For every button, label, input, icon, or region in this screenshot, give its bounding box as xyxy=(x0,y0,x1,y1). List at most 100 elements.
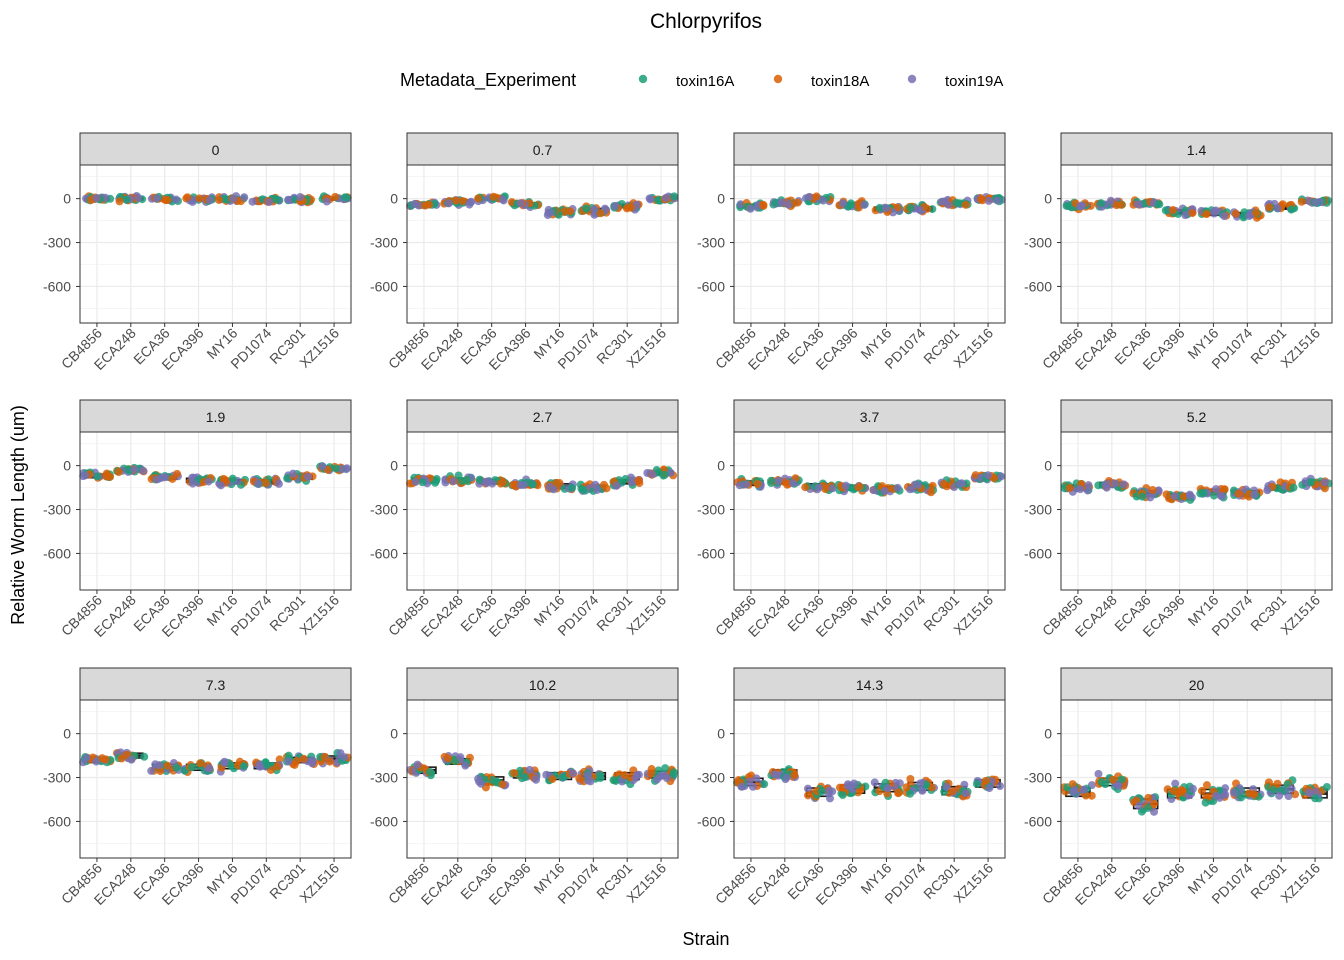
data-point xyxy=(942,783,951,792)
y-tick-label: -300 xyxy=(43,235,71,251)
data-point xyxy=(942,482,951,491)
data-point xyxy=(948,787,957,796)
data-point xyxy=(168,474,177,483)
data-point xyxy=(568,769,577,778)
panel-border xyxy=(1060,699,1333,859)
legend-title: Metadata_Experiment xyxy=(400,70,576,91)
data-point xyxy=(960,780,969,789)
data-point xyxy=(804,791,813,800)
panel-background xyxy=(1061,165,1332,323)
panel-background xyxy=(1061,432,1332,590)
data-point xyxy=(1161,206,1170,215)
data-point xyxy=(1150,807,1159,816)
data-point xyxy=(1263,486,1272,495)
data-point xyxy=(1252,208,1261,217)
data-point xyxy=(304,472,313,481)
facet-strip-label: 3.7 xyxy=(860,409,880,425)
facet-strip-label: 0 xyxy=(212,142,220,158)
data-point xyxy=(838,199,847,208)
data-point xyxy=(1144,803,1153,812)
y-tick-label: 0 xyxy=(63,458,71,474)
data-point xyxy=(660,470,669,479)
data-point xyxy=(774,476,783,485)
facet-strip xyxy=(406,399,679,433)
data-point xyxy=(1080,785,1089,794)
data-point xyxy=(81,471,90,480)
panel-background xyxy=(80,700,351,858)
data-point xyxy=(1114,781,1123,790)
chart-title: Chlorpyrifos xyxy=(650,10,762,33)
data-point xyxy=(905,789,914,798)
data-point xyxy=(647,765,656,774)
data-point xyxy=(1287,784,1296,793)
data-point xyxy=(1289,483,1298,492)
data-point xyxy=(870,778,879,787)
y-tick-label: 0 xyxy=(63,191,71,207)
data-point xyxy=(1211,206,1220,215)
data-point xyxy=(1101,780,1110,789)
data-points xyxy=(1062,195,1332,222)
data-point xyxy=(993,196,1002,205)
facet-strip xyxy=(79,667,352,701)
panel-border xyxy=(406,164,679,324)
data-point xyxy=(525,765,534,774)
data-point xyxy=(670,192,679,201)
data-point xyxy=(449,477,458,486)
y-tick-label: -300 xyxy=(43,770,71,786)
data-point xyxy=(894,788,903,797)
data-point xyxy=(952,198,961,207)
data-point xyxy=(1273,779,1282,788)
data-point xyxy=(284,751,293,760)
data-point xyxy=(546,208,555,217)
y-tick-label: -600 xyxy=(1024,545,1052,561)
data-point xyxy=(229,194,238,203)
data-point xyxy=(1076,485,1085,494)
data-point xyxy=(474,774,483,783)
data-point xyxy=(737,782,746,791)
data-point xyxy=(130,465,139,474)
data-point xyxy=(1312,198,1321,207)
panel-border xyxy=(733,164,1006,324)
data-point xyxy=(771,198,780,207)
data-point xyxy=(114,468,123,477)
data-point xyxy=(498,195,507,204)
data-point xyxy=(1117,775,1126,784)
data-point xyxy=(204,477,213,486)
data-points xyxy=(82,191,352,207)
panel-background xyxy=(734,432,1005,590)
data-point xyxy=(220,759,229,768)
data-point xyxy=(1265,203,1274,212)
data-point xyxy=(961,200,970,209)
facet-strip xyxy=(406,132,679,166)
data-point xyxy=(593,485,602,494)
data-point xyxy=(1065,484,1074,493)
data-point xyxy=(984,471,993,480)
data-point xyxy=(1170,492,1179,501)
y-tick-label: -600 xyxy=(697,545,725,561)
data-point xyxy=(265,198,274,207)
data-point xyxy=(216,481,225,490)
data-point xyxy=(240,762,249,771)
data-point xyxy=(299,754,308,763)
data-point xyxy=(1311,787,1320,796)
data-point xyxy=(814,483,823,492)
data-point xyxy=(568,483,577,492)
data-points xyxy=(733,471,1006,497)
data-point xyxy=(596,209,605,218)
data-point xyxy=(634,476,643,485)
data-point xyxy=(893,483,902,492)
facet-panel: 200-300-600CB4856ECA248ECA36ECA396MY16PD… xyxy=(1024,667,1333,908)
data-point xyxy=(1094,481,1103,490)
data-point xyxy=(1108,775,1117,784)
data-point xyxy=(1229,788,1238,797)
y-tick-label: -600 xyxy=(43,278,71,294)
data-point xyxy=(172,195,181,204)
data-points xyxy=(1060,769,1331,816)
data-point xyxy=(1155,200,1164,209)
facet-panel: 5.20-300-600CB4856ECA248ECA36ECA396MY16P… xyxy=(1024,399,1333,640)
facet-panel: 3.70-300-600CB4856ECA248ECA36ECA396MY16P… xyxy=(697,399,1006,640)
data-point xyxy=(735,481,744,490)
data-point xyxy=(528,480,537,489)
data-point xyxy=(1135,801,1144,810)
data-point xyxy=(620,771,629,780)
